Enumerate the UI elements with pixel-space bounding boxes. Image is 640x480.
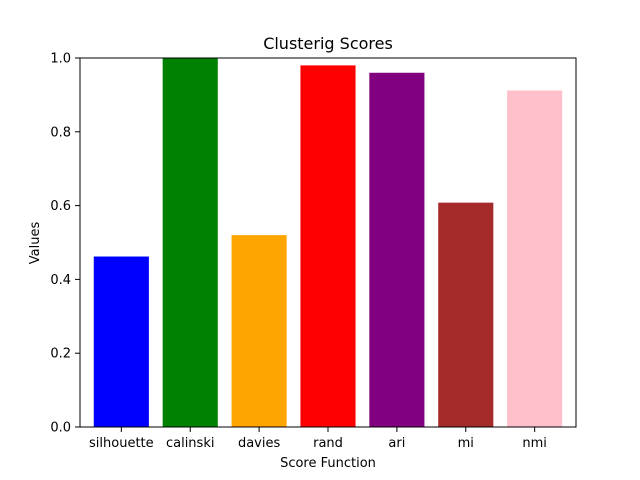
x-tick-label: ari <box>388 436 405 451</box>
y-tick-label: 0.8 <box>50 125 71 140</box>
x-tick-label: rand <box>313 436 343 451</box>
x-tick-label: calinski <box>166 436 215 451</box>
y-axis-ticks: 0.0 0.2 0.4 0.6 0.8 1.0 <box>50 52 80 436</box>
y-tick-label: 1.0 <box>50 52 71 67</box>
x-axis-ticks: silhouette calinski davies rand ari mi nmi <box>89 427 547 451</box>
bar-group <box>93 58 563 427</box>
bar-rand <box>300 65 356 427</box>
bar-calinski <box>162 58 218 427</box>
plot-frame <box>79 57 577 428</box>
bar-nmi <box>507 90 563 427</box>
bar-ari <box>369 72 425 427</box>
x-tick-label: davies <box>238 436 281 451</box>
y-tick-label: 0.6 <box>50 199 71 214</box>
y-tick-label: 0.4 <box>50 273 71 288</box>
bar-mi <box>438 202 494 427</box>
x-tick-label: nmi <box>522 436 547 451</box>
bar-silhouette <box>93 256 149 427</box>
x-axis-label: Score Function <box>280 456 376 471</box>
bar-davies <box>231 235 287 427</box>
chart-title: Clusterig Scores <box>263 34 393 53</box>
y-tick-label: 0.2 <box>50 347 71 362</box>
y-tick-label: 0.0 <box>50 421 71 436</box>
y-axis-label: Values <box>28 222 43 265</box>
x-tick-label: mi <box>458 436 474 451</box>
x-tick-label: silhouette <box>89 436 154 451</box>
